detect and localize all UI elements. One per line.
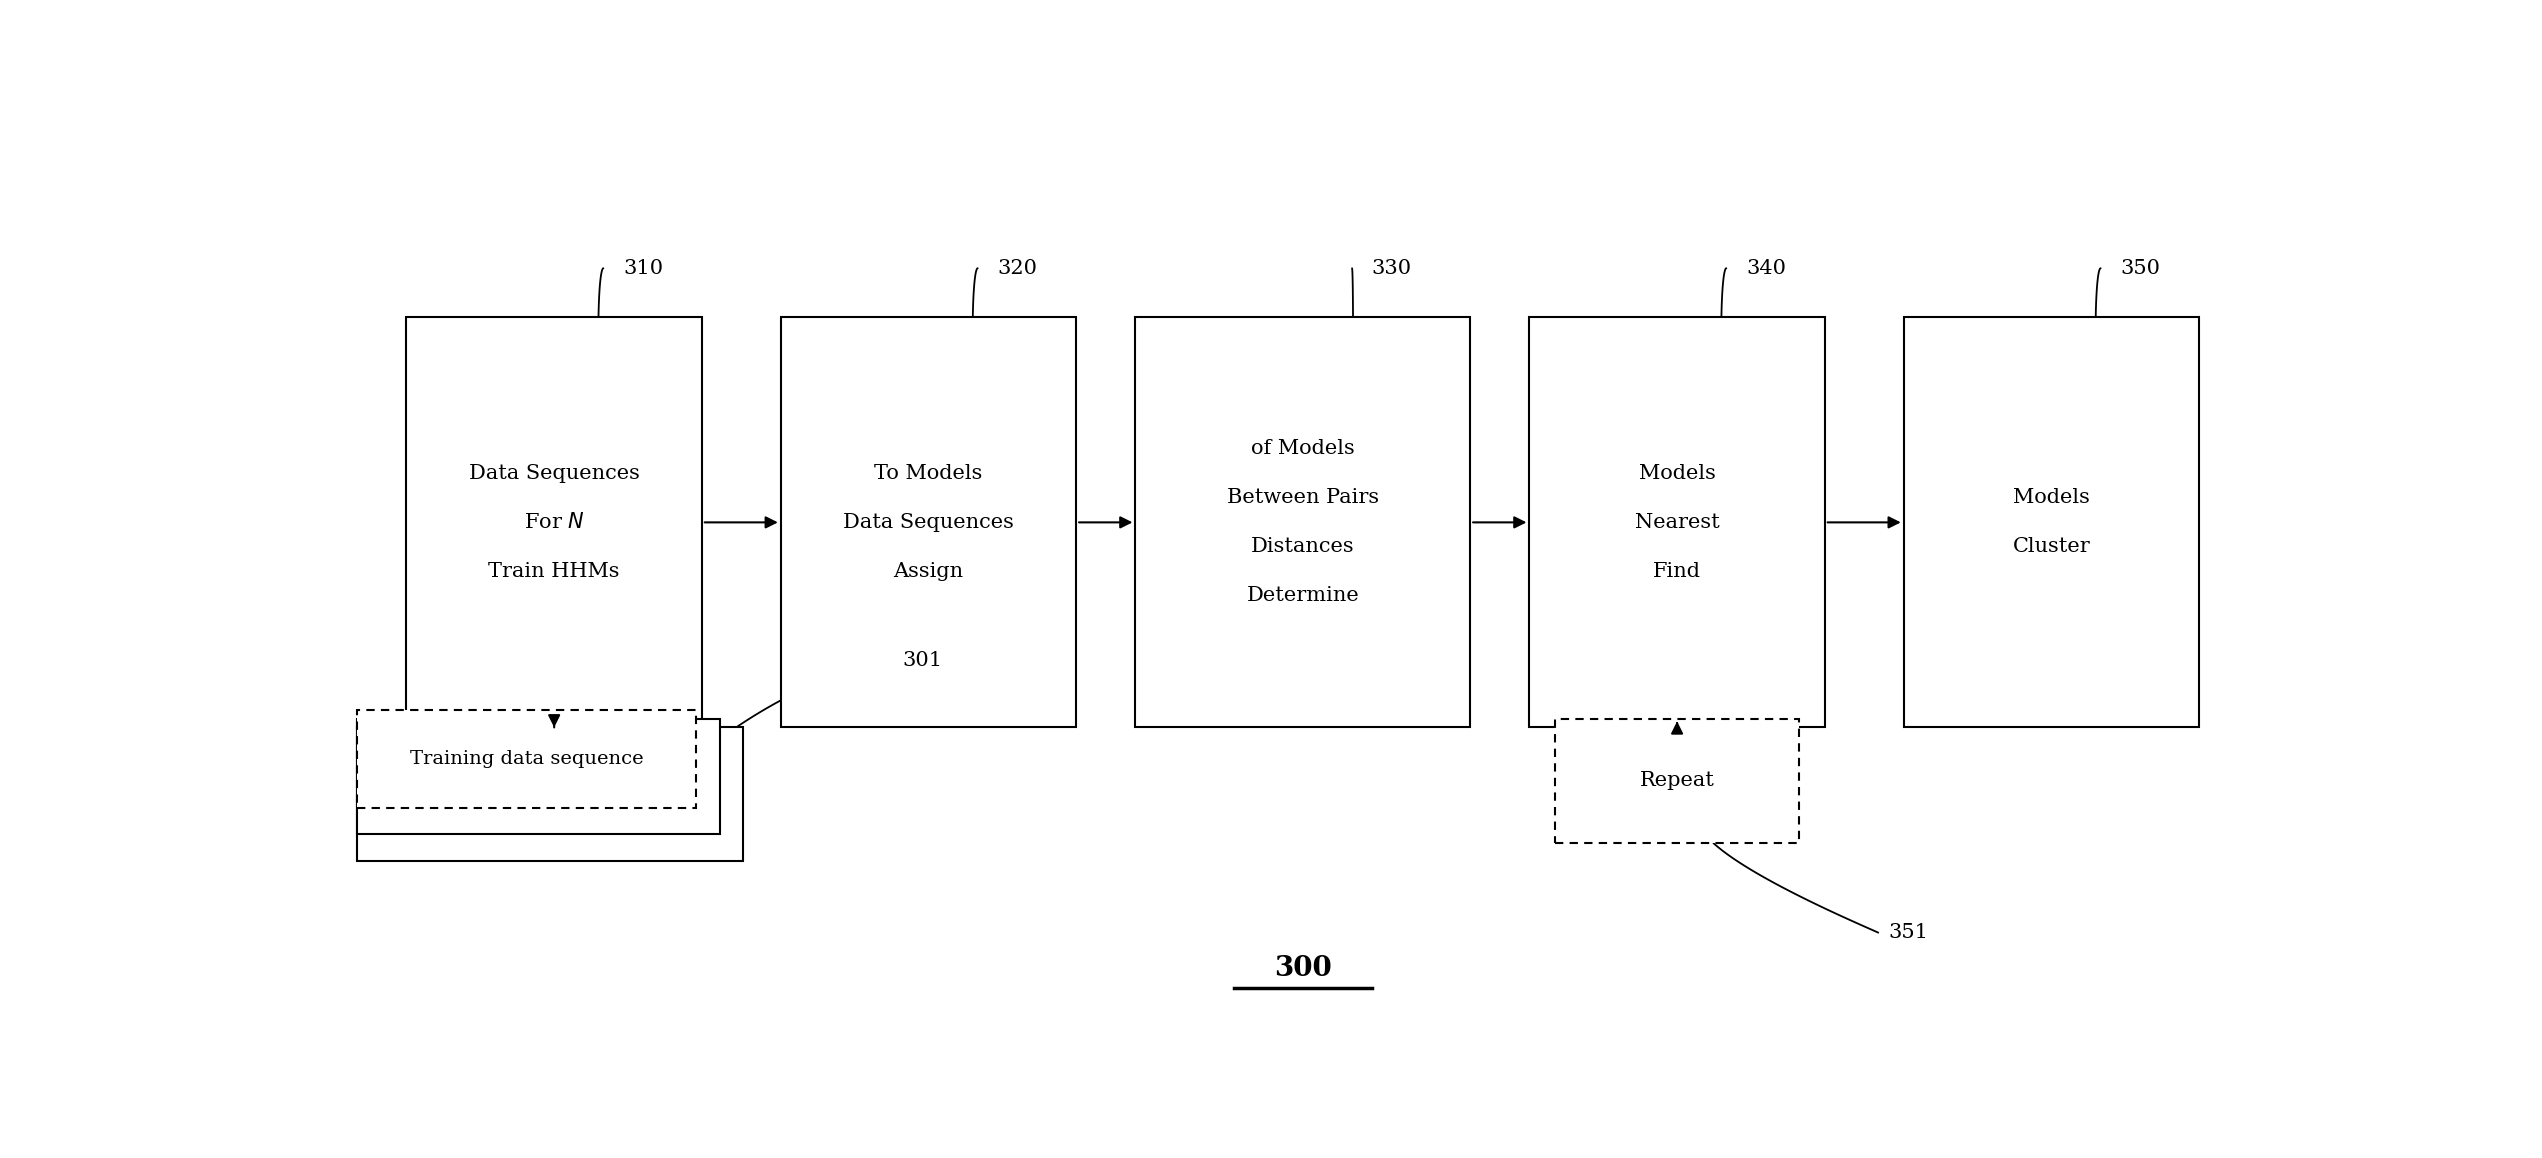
Bar (780, 317, 1075, 727)
Text: Repeat: Repeat (1640, 771, 1713, 791)
Bar (356, 727, 742, 862)
Text: Between Pairs: Between Pairs (1228, 489, 1378, 507)
Bar (1904, 317, 2199, 727)
Text: Data Sequences: Data Sequences (468, 464, 641, 483)
Bar (356, 710, 697, 808)
Text: Assign: Assign (892, 562, 963, 581)
Text: Data Sequences: Data Sequences (844, 513, 1014, 532)
Text: 350: 350 (2120, 258, 2161, 278)
Text: Determine: Determine (1246, 586, 1360, 606)
Text: 301: 301 (902, 651, 943, 670)
Bar (356, 718, 719, 835)
Text: Training data sequence: Training data sequence (409, 749, 643, 768)
Text: For $N$: For $N$ (524, 512, 585, 533)
Text: 320: 320 (996, 258, 1037, 278)
Bar (1530, 317, 1825, 727)
Text: To Models: To Models (874, 464, 984, 483)
Text: Nearest: Nearest (1635, 513, 1718, 532)
Text: Models: Models (2013, 489, 2090, 507)
Bar (407, 317, 702, 727)
Text: Cluster: Cluster (2013, 537, 2090, 556)
Bar (1556, 718, 1800, 843)
Text: Distances: Distances (1251, 537, 1355, 556)
Text: For: For (534, 513, 574, 532)
Text: Train HHMs: Train HHMs (488, 562, 620, 581)
Text: 310: 310 (623, 258, 663, 278)
Text: Models: Models (1640, 464, 1716, 483)
Bar (1136, 317, 1469, 727)
Text: of Models: of Models (1251, 439, 1355, 459)
Text: 351: 351 (1889, 923, 1927, 943)
Text: 300: 300 (1274, 954, 1332, 982)
Text: 340: 340 (1746, 258, 1787, 278)
Text: Find: Find (1652, 562, 1701, 581)
Text: 330: 330 (1373, 258, 1411, 278)
